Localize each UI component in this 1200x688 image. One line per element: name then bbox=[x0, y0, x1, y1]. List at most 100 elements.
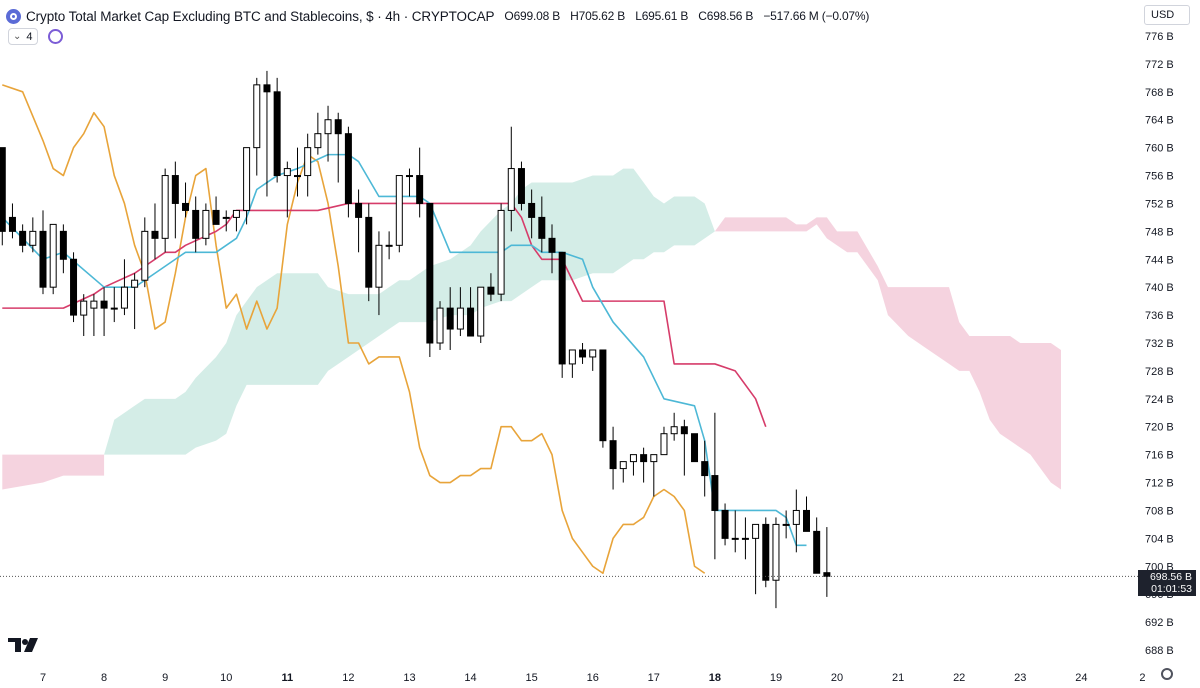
ohlc-high-value: 705.62 B bbox=[578, 9, 626, 23]
symbol-title[interactable]: Crypto Total Market Cap Excluding BTC an… bbox=[26, 8, 495, 24]
y-tick-label: 772 B bbox=[1145, 59, 1174, 71]
candle-body bbox=[497, 209, 505, 295]
candle-26 bbox=[263, 70, 271, 197]
candle-53 bbox=[538, 196, 546, 253]
candle-45 bbox=[456, 287, 464, 337]
candle-51 bbox=[517, 161, 525, 211]
candle-69 bbox=[701, 440, 709, 497]
candle-68 bbox=[691, 433, 699, 463]
candle-50 bbox=[507, 126, 515, 232]
candle-49 bbox=[497, 203, 505, 302]
candle-body bbox=[558, 251, 566, 365]
candle-body bbox=[517, 168, 525, 204]
y-tick-label: 712 B bbox=[1145, 478, 1174, 490]
x-tick-label: 15 bbox=[526, 672, 538, 684]
ohlc-close-value: 698.56 B bbox=[706, 9, 754, 23]
candle-body bbox=[375, 244, 383, 288]
candle-body bbox=[568, 349, 576, 365]
x-axis: 7 8 9 10 11 12 13 14 15 16 17 18 19 20 21 22 23 24 2 bbox=[40, 672, 1146, 684]
candle-4 bbox=[39, 210, 47, 295]
y-tick-label: 716 B bbox=[1145, 450, 1174, 462]
x-tick-label: 7 bbox=[40, 672, 46, 684]
y-tick-label: 732 B bbox=[1145, 338, 1174, 350]
candle-body bbox=[324, 119, 332, 135]
candle-61 bbox=[619, 461, 627, 483]
candle-body bbox=[314, 133, 322, 149]
currency-select[interactable]: USD bbox=[1144, 5, 1190, 25]
candle-72 bbox=[731, 510, 739, 553]
ohlc-open-value: 699.08 B bbox=[513, 9, 561, 23]
candle-body bbox=[110, 307, 118, 310]
y-tick-label: 748 B bbox=[1145, 226, 1174, 238]
candle-20 bbox=[202, 203, 210, 246]
candle-body bbox=[446, 307, 454, 330]
candle-body bbox=[599, 349, 607, 442]
candle-body bbox=[619, 461, 627, 470]
y-tick-label: 740 B bbox=[1145, 282, 1174, 294]
candle-body bbox=[283, 168, 291, 177]
candle-28 bbox=[283, 161, 291, 218]
y-tick-label: 736 B bbox=[1145, 310, 1174, 322]
x-tick-label: 20 bbox=[831, 672, 843, 684]
candle-body bbox=[701, 461, 709, 477]
indicators-toggle-button[interactable]: ⌄ 4 bbox=[8, 28, 38, 45]
x-tick-label: 13 bbox=[403, 672, 415, 684]
y-tick-label: 760 B bbox=[1145, 143, 1174, 155]
candle-41 bbox=[416, 147, 424, 218]
candle-body bbox=[741, 537, 749, 540]
candle-body bbox=[141, 230, 149, 281]
y-tick-label: 768 B bbox=[1145, 87, 1174, 99]
candle-body bbox=[507, 168, 515, 211]
candle-body bbox=[70, 258, 78, 316]
candle-10 bbox=[100, 287, 108, 337]
candle-8 bbox=[80, 294, 88, 337]
candle-body bbox=[405, 175, 413, 178]
candle-3 bbox=[29, 217, 37, 253]
y-tick-label: 704 B bbox=[1145, 533, 1174, 545]
candle-body bbox=[222, 216, 230, 219]
candle-56 bbox=[568, 349, 576, 378]
cloud-segment-0 bbox=[2, 454, 105, 490]
candle-74 bbox=[752, 523, 760, 595]
cloud-segment-2 bbox=[714, 217, 1061, 490]
candle-55 bbox=[558, 251, 566, 378]
candle-40 bbox=[405, 168, 413, 197]
candle-body bbox=[670, 426, 678, 435]
indicator-toolbar: ⌄ 4 bbox=[8, 28, 63, 45]
tradingview-logo-icon bbox=[8, 638, 38, 652]
candle-76 bbox=[772, 517, 780, 609]
candle-33 bbox=[334, 112, 342, 183]
candle-body bbox=[589, 349, 597, 358]
last-price-value: 698.56 B bbox=[1149, 571, 1192, 583]
x-tick-label: 11 bbox=[281, 672, 293, 684]
candle-42 bbox=[426, 202, 434, 357]
candle-body bbox=[294, 175, 301, 178]
candle-body bbox=[823, 572, 831, 577]
candle-48 bbox=[487, 273, 495, 302]
candle-body bbox=[813, 530, 821, 574]
settings-gear-icon[interactable] bbox=[1161, 668, 1173, 680]
candle-11 bbox=[110, 287, 118, 323]
x-tick-label: 2 bbox=[1139, 672, 1145, 684]
candle-66 bbox=[670, 412, 678, 441]
candle-75 bbox=[762, 517, 770, 588]
candle-34 bbox=[344, 126, 352, 218]
y-tick-label: 776 B bbox=[1145, 31, 1174, 43]
candle-39 bbox=[395, 175, 403, 253]
candle-body bbox=[385, 244, 393, 247]
candle-22 bbox=[222, 210, 230, 232]
last-price-label: 698.56 B 01:01:53 bbox=[1138, 570, 1196, 596]
candle-71 bbox=[721, 503, 729, 546]
candle-31 bbox=[314, 112, 322, 155]
candle-9 bbox=[90, 294, 98, 337]
refresh-icon[interactable] bbox=[47, 29, 63, 44]
candle-32 bbox=[324, 105, 332, 162]
candle-body bbox=[273, 91, 281, 177]
x-tick-label: 23 bbox=[1014, 672, 1026, 684]
candle-80 bbox=[813, 517, 821, 574]
indicator-count: 4 bbox=[26, 30, 33, 43]
candle-body bbox=[8, 216, 16, 232]
x-tick-label: 8 bbox=[101, 672, 107, 684]
candle-body bbox=[232, 209, 240, 218]
